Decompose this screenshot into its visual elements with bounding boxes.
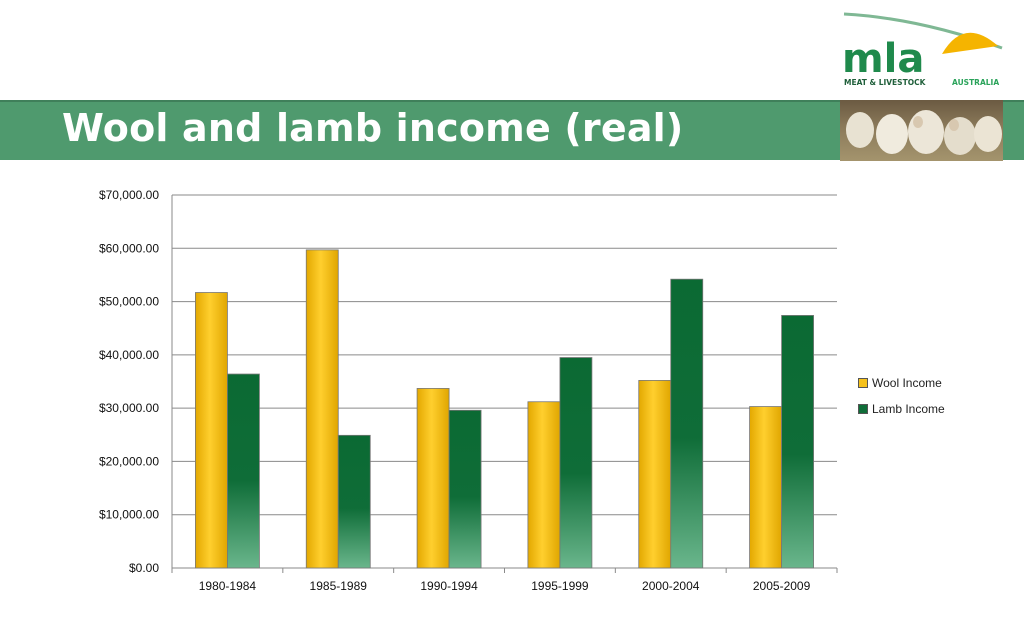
logo-wordmark: mla <box>842 36 924 82</box>
legend-item-wool: Wool Income <box>858 370 945 396</box>
bar-lamb <box>781 315 814 569</box>
x-tick-label: 1985-1989 <box>310 579 368 593</box>
y-tick-label: $20,000.00 <box>99 454 159 468</box>
y-tick-label: $70,000.00 <box>99 188 159 202</box>
bar-lamb <box>559 357 593 569</box>
legend-label-wool: Wool Income <box>872 376 942 390</box>
y-tick-label: $30,000.00 <box>99 401 159 415</box>
y-tick-label: $0.00 <box>129 561 159 575</box>
y-tick-label: $40,000.00 <box>99 348 159 362</box>
logo-subtext-australia: AUSTRALIA <box>952 78 999 87</box>
bar-wool <box>527 401 561 569</box>
y-tick-label: $10,000.00 <box>99 508 159 522</box>
logo-subtext-meat: MEAT & LIVESTOCK <box>844 78 927 87</box>
mla-logo: mla MEAT & LIVESTOCK AUSTRALIA <box>842 12 1003 87</box>
legend-item-lamb: Lamb Income <box>858 396 945 422</box>
bar-lamb <box>337 434 371 569</box>
bar-lamb <box>670 278 704 569</box>
income-bar-chart: $0.00 $10,000.00 $20,000.00 $30,000.00 $40,0… <box>99 188 838 593</box>
bar-wool <box>195 292 228 569</box>
x-tick-label: 2005-2009 <box>753 579 811 593</box>
bar-wool <box>305 249 339 569</box>
legend-swatch-wool <box>858 378 868 388</box>
legend-label-lamb: Lamb Income <box>872 402 945 416</box>
x-tick-label: 1990-1994 <box>420 579 478 593</box>
y-tick-label: $60,000.00 <box>99 241 159 255</box>
bar-wool <box>638 380 672 569</box>
bar-wool <box>749 406 782 569</box>
bar-lamb <box>227 373 260 569</box>
bar-lamb <box>448 409 482 569</box>
x-tick-label: 1995-1999 <box>531 579 589 593</box>
x-tick-label: 1980-1984 <box>199 579 257 593</box>
bar-wool <box>416 388 450 569</box>
legend-swatch-lamb <box>858 404 868 414</box>
x-tick-label: 2000-2004 <box>642 579 700 593</box>
sheep-photo <box>840 100 1003 161</box>
chart-legend: Wool Income Lamb Income <box>858 370 945 422</box>
slide-title: Wool and lamb income (real) <box>62 106 684 150</box>
y-tick-label: $50,000.00 <box>99 295 159 309</box>
